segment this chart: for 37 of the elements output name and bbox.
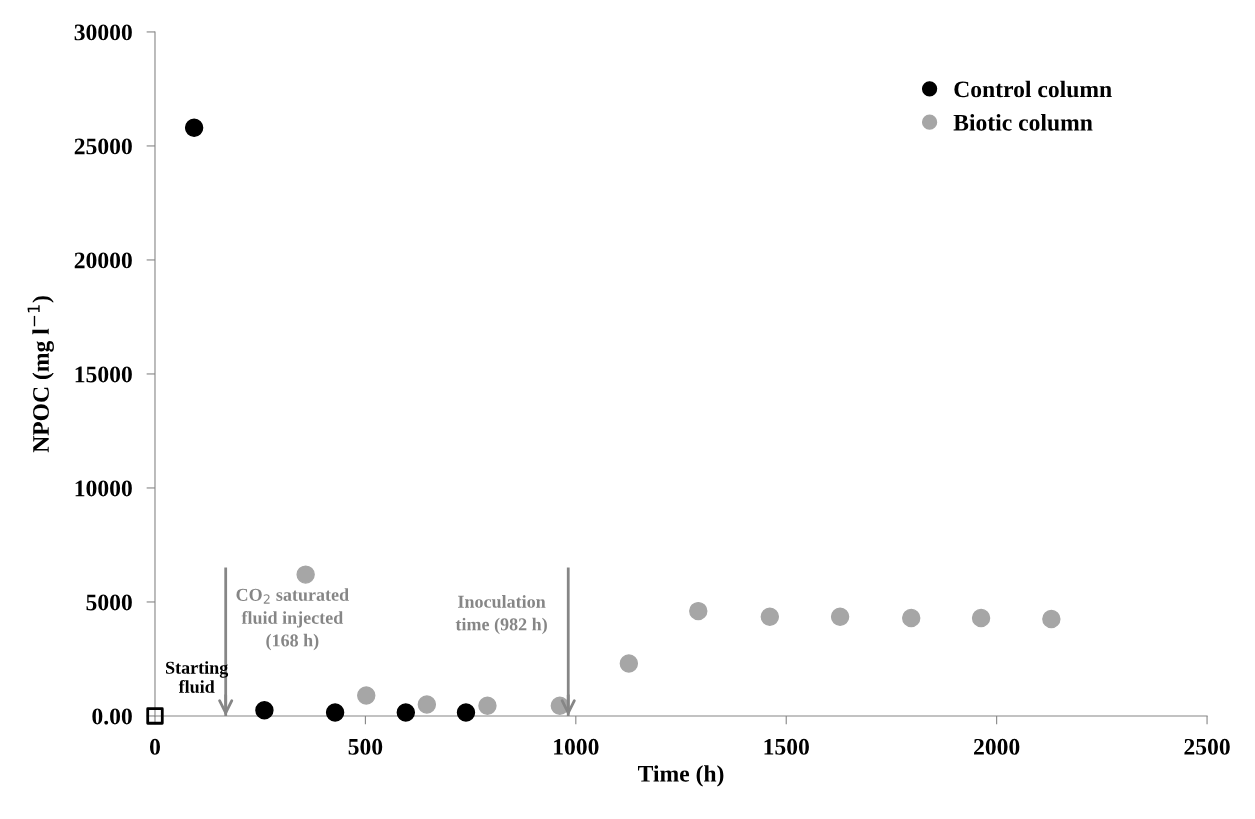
point: [417, 695, 437, 714]
legend-label: Control column: [954, 80, 1112, 98]
x-tick-label: 0: [149, 738, 160, 755]
x-axis-title: Time (h): [637, 765, 724, 787]
y-tick-label: 25000: [74, 138, 132, 155]
point: [1042, 609, 1061, 629]
x-tick-label: 1500: [764, 738, 809, 755]
point: [184, 118, 204, 137]
point: [357, 686, 376, 705]
y-tick-label: 15000: [75, 366, 132, 383]
y-axis-title: NPOC (mg l$^{−1}$): [27, 296, 54, 453]
annotation: Starting fluid: [166, 661, 229, 693]
point: [478, 696, 497, 715]
y-tick-label: 5000: [86, 594, 132, 611]
legend-label: Biotic column: [953, 114, 1093, 131]
point: [760, 607, 780, 626]
point: [325, 703, 345, 722]
y-tick-label: 30000: [74, 24, 132, 41]
y-tick-label: 0.00: [92, 708, 132, 725]
x-tick-label: 2500: [1184, 738, 1230, 755]
point: [902, 608, 921, 628]
x-tick-label: 1000: [554, 738, 599, 755]
y-tick-label: 10000: [75, 480, 132, 497]
point: [830, 607, 850, 626]
ref-line-label: CO$_{2}$ saturated fluid injected (168 h): [236, 588, 349, 651]
point: [619, 654, 639, 673]
point: [255, 701, 274, 720]
point: [971, 608, 991, 628]
ref-line-label: Inoculation time (982 h): [455, 595, 547, 635]
point: [689, 601, 708, 621]
point: [296, 565, 315, 584]
y-tick-label: 20000: [74, 252, 132, 269]
point: [396, 703, 416, 722]
point: [456, 703, 476, 722]
point: [146, 707, 164, 725]
x-tick-label: 500: [348, 738, 383, 755]
x-tick-label: 2000: [974, 738, 1020, 755]
